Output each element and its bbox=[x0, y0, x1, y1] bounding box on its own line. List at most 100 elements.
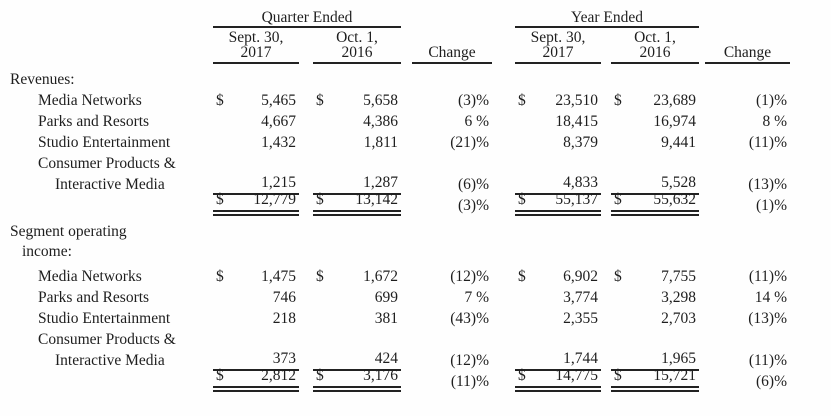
cell-q2017-total: $2,812 bbox=[213, 365, 299, 392]
cell-y2016: 1,965 bbox=[611, 348, 699, 371]
cell-change-year-total: (1)% bbox=[756, 197, 787, 214]
value: 13,142 bbox=[355, 191, 398, 208]
row-soi-consumer-products-line2: Interactive Media 373 424 (12)% 1,744 1,… bbox=[0, 350, 831, 371]
value: 2,812 bbox=[261, 367, 296, 384]
value: 373 bbox=[272, 350, 296, 367]
value: 1,672 bbox=[363, 268, 398, 285]
cell-y2017: 18,415 bbox=[515, 111, 601, 132]
dollar-sign: $ bbox=[316, 367, 324, 384]
row-revenues-consumer-products-line1: Consumer Products & bbox=[0, 153, 831, 174]
cell-y2016-total: $55,632 bbox=[611, 189, 699, 216]
row-label: Consumer Products & bbox=[38, 331, 176, 348]
value: 424 bbox=[374, 350, 398, 367]
cell-y2016: $7,755 bbox=[611, 266, 699, 287]
cell-change-year: 8 % bbox=[762, 113, 787, 130]
cell-change-quarter: (43)% bbox=[450, 310, 489, 327]
col-header-change-year: Change bbox=[705, 45, 790, 64]
cell-y2017: $6,902 bbox=[515, 266, 601, 287]
cell-change-quarter: (21)% bbox=[450, 134, 489, 151]
cell-q2016-total: $13,142 bbox=[313, 189, 401, 216]
value: 55,632 bbox=[653, 191, 696, 208]
section-heading-segment-operating-income-line2: income: bbox=[0, 242, 831, 262]
value: 23,689 bbox=[653, 92, 696, 109]
col-header-date-line1: Sept. 30, bbox=[228, 29, 284, 46]
cell-q2016: 381 bbox=[313, 308, 401, 329]
cell-change-quarter-total: (11)% bbox=[450, 373, 489, 390]
dollar-sign: $ bbox=[216, 191, 224, 208]
value: 8,379 bbox=[563, 134, 598, 151]
value: 4,667 bbox=[261, 113, 296, 130]
dollar-sign: $ bbox=[518, 268, 526, 285]
cell-change-quarter: 7 % bbox=[464, 289, 489, 306]
row-soi-parks-and-resorts: Parks and Resorts 746 699 7 % 3,774 3,29… bbox=[0, 287, 831, 308]
col-header-date-line1: Sept. 30, bbox=[530, 29, 586, 46]
value: 5,658 bbox=[363, 92, 398, 109]
cell-change-quarter: (12)% bbox=[450, 352, 489, 369]
value: 12,779 bbox=[253, 191, 296, 208]
value: 23,510 bbox=[555, 92, 598, 109]
cell-y2017: 2,355 bbox=[515, 308, 601, 329]
cell-q2017: 218 bbox=[213, 308, 299, 329]
cell-change-year: 14 % bbox=[754, 289, 787, 306]
row-label: Media Networks bbox=[38, 268, 142, 285]
cell-change-year: (13)% bbox=[748, 176, 787, 193]
cell-q2017: 4,667 bbox=[213, 111, 299, 132]
dollar-sign: $ bbox=[518, 191, 526, 208]
cell-change-year-total: (6)% bbox=[756, 373, 787, 390]
value: 14,775 bbox=[555, 367, 598, 384]
value: 5,465 bbox=[261, 92, 296, 109]
value: 1,432 bbox=[261, 134, 296, 151]
value: 55,137 bbox=[555, 191, 598, 208]
row-label: Media Networks bbox=[38, 92, 142, 109]
value: 3,176 bbox=[363, 367, 398, 384]
value: 1,475 bbox=[261, 268, 296, 285]
col-header-date-line2: 2017 bbox=[542, 44, 574, 61]
column-header-row: Sept. 30, 2017 Oct. 1, 2016 Change Sept.… bbox=[0, 28, 831, 64]
cell-change-year: (13)% bbox=[748, 310, 787, 327]
cell-change-year: (11)% bbox=[748, 268, 787, 285]
dollar-sign: $ bbox=[614, 268, 622, 285]
value: 1,744 bbox=[563, 350, 598, 367]
cell-y2017: 1,744 bbox=[515, 348, 601, 371]
cell-q2017-total: $12,779 bbox=[213, 189, 299, 216]
dollar-sign: $ bbox=[316, 92, 324, 109]
cell-y2017: 3,774 bbox=[515, 287, 601, 308]
section-heading-segment-operating-income-line1: Segment operating bbox=[0, 222, 831, 242]
cell-y2016: 2,703 bbox=[611, 308, 699, 329]
cell-y2016: $23,689 bbox=[611, 90, 699, 111]
dollar-sign: $ bbox=[518, 367, 526, 384]
dollar-sign: $ bbox=[614, 367, 622, 384]
cell-q2016: $1,672 bbox=[313, 266, 401, 287]
value: 9,441 bbox=[661, 134, 696, 151]
cell-change-quarter: (3)% bbox=[458, 92, 489, 109]
value: 699 bbox=[374, 289, 398, 306]
cell-q2017: 1,215 bbox=[213, 172, 299, 195]
cell-q2016: $5,658 bbox=[313, 90, 401, 111]
cell-y2016-total: $15,721 bbox=[611, 365, 699, 392]
dollar-sign: $ bbox=[614, 191, 622, 208]
dollar-sign: $ bbox=[614, 92, 622, 109]
group-header-row: Quarter Ended Year Ended bbox=[0, 0, 831, 28]
cell-q2017: 1,432 bbox=[213, 132, 299, 153]
cell-y2016: 3,298 bbox=[611, 287, 699, 308]
value: 4,386 bbox=[363, 113, 398, 130]
cell-change-year: (11)% bbox=[748, 134, 787, 151]
row-label: Parks and Resorts bbox=[38, 113, 150, 130]
section-label: Segment operating bbox=[10, 223, 127, 240]
value: 746 bbox=[272, 289, 296, 306]
cell-q2017: 746 bbox=[213, 287, 299, 308]
cell-y2017: 4,833 bbox=[515, 172, 601, 195]
value: 1,287 bbox=[363, 174, 398, 191]
year-ended-header: Year Ended bbox=[515, 8, 699, 28]
row-label: Studio Entertainment bbox=[38, 310, 171, 327]
col-header-date-line1: Oct. 1, bbox=[634, 29, 676, 46]
quarter-ended-header: Quarter Ended bbox=[213, 8, 401, 28]
value: 2,703 bbox=[661, 310, 696, 327]
cell-change-quarter: (12)% bbox=[450, 268, 489, 285]
row-revenues-studio-entertainment: Studio Entertainment 1,432 1,811 (21)% 8… bbox=[0, 132, 831, 153]
col-header-quarter-2016: Oct. 1, 2016 bbox=[313, 30, 401, 64]
dollar-sign: $ bbox=[316, 191, 324, 208]
value: 15,721 bbox=[653, 367, 696, 384]
cell-change-quarter-total: (3)% bbox=[458, 197, 489, 214]
